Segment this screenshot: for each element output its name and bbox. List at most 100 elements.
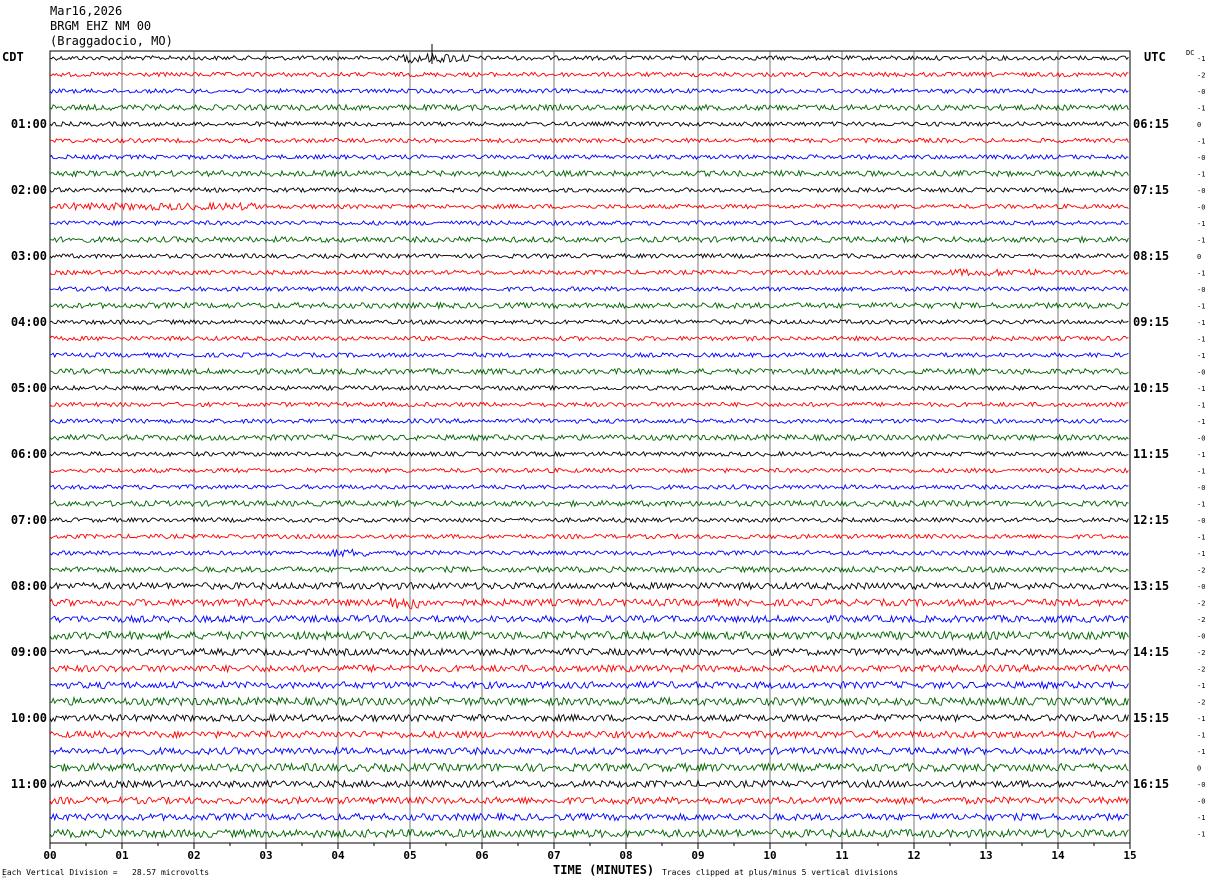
seismic-trace: [49, 71, 1129, 78]
dc-offset-label: -0: [1197, 204, 1205, 212]
dc-offset-label: -1: [1197, 55, 1205, 63]
seismic-trace: [49, 137, 1129, 144]
x-tick-label: 14: [1051, 849, 1065, 862]
seismic-trace: [49, 235, 1129, 244]
right-hour-label: 15:15: [1133, 711, 1169, 725]
x-tick-label: 01: [115, 849, 129, 862]
x-tick-label: 09: [691, 849, 704, 862]
right-hour-label: 07:15: [1133, 183, 1169, 197]
dc-offset-label: -2: [1197, 699, 1205, 707]
seismic-trace: [49, 417, 1129, 425]
dc-offset-label: -0: [1197, 583, 1205, 591]
seismic-trace: [49, 153, 1129, 161]
x-tick-label: 00: [43, 849, 56, 862]
dc-offset-label: -1: [1197, 138, 1205, 146]
dc-offset-label: 0: [1197, 121, 1201, 129]
dc-offset-label: -1: [1197, 814, 1205, 822]
left-hour-label: 03:00: [11, 249, 47, 263]
clip-note: Traces clipped at plus/minus 5 vertical …: [662, 868, 899, 877]
header-location: (Braggadocio, MO): [50, 34, 173, 48]
x-tick-label: 13: [979, 849, 992, 862]
left-hour-label: 01:00: [11, 117, 47, 131]
seismic-trace: [49, 533, 1129, 540]
x-tick-label: 03: [259, 849, 272, 862]
right-hour-label: 13:15: [1133, 579, 1169, 593]
dc-offset-label: -1: [1197, 748, 1205, 756]
dc-offset-label: -1: [1197, 319, 1205, 327]
left-hour-label: 07:00: [11, 513, 47, 527]
seismic-trace: [49, 811, 1129, 822]
dc-offset-label: 0: [1197, 253, 1201, 261]
dc-offset-label: -1: [1197, 831, 1205, 839]
seismic-trace: [49, 663, 1129, 674]
right-hour-label: 09:15: [1133, 315, 1169, 329]
left-hour-label: 10:00: [11, 711, 47, 725]
left-hour-label: 08:00: [11, 579, 47, 593]
seismic-trace: [49, 301, 1129, 310]
dc-offset-label: -0: [1197, 781, 1205, 789]
dc-offset-label: -0: [1197, 798, 1205, 806]
seismic-trace: [49, 713, 1129, 723]
header-date: Mar16,2026: [50, 4, 123, 18]
x-tick-label: 10: [763, 849, 776, 862]
left-hour-label: 06:00: [11, 447, 47, 461]
seismic-trace: [49, 268, 1129, 278]
dc-offset-label: -0: [1197, 435, 1205, 443]
seismic-trace: [49, 647, 1129, 657]
right-timezone-label: UTC: [1144, 50, 1166, 64]
seismic-trace: [49, 795, 1129, 806]
dc-offset-label: -1: [1197, 270, 1205, 278]
seismic-trace: [49, 169, 1129, 178]
seismic-trace: [49, 828, 1129, 839]
right-hour-label: 10:15: [1133, 381, 1169, 395]
dc-offset-label: -1: [1197, 550, 1205, 558]
left-hour-label: 05:00: [11, 381, 47, 395]
seismic-trace: [49, 120, 1129, 128]
seismic-trace: [49, 483, 1129, 491]
dc-offset-label: -1: [1197, 303, 1205, 311]
seismic-trace: [49, 335, 1129, 342]
seismic-trace: [49, 745, 1129, 757]
seismic-trace: [49, 201, 1129, 212]
right-hour-label: 08:15: [1133, 249, 1169, 263]
x-tick-label: 11: [835, 849, 849, 862]
seismic-trace: [49, 252, 1129, 260]
seismic-trace: [49, 614, 1129, 624]
dc-offset-label: -1: [1197, 468, 1205, 476]
x-tick-label: 07: [547, 849, 560, 862]
dc-offset-label: 0: [1197, 765, 1201, 773]
left-hour-label: 04:00: [11, 315, 47, 329]
right-hour-label: 16:15: [1133, 777, 1169, 791]
seismic-trace: [49, 729, 1129, 740]
seismic-trace: [49, 499, 1129, 508]
seismic-trace: [49, 186, 1129, 194]
seismic-trace: [49, 367, 1129, 376]
x-tick-label: 04: [331, 849, 345, 862]
seismic-trace: [49, 695, 1129, 707]
dc-offset-label: -0: [1197, 633, 1205, 641]
dc-offset-label: -1: [1197, 402, 1205, 410]
x-tick-label: 12: [907, 849, 920, 862]
left-timezone-label: CDT: [2, 50, 24, 64]
seismic-trace: [49, 565, 1129, 574]
dc-offset-label: -1: [1197, 451, 1205, 459]
seismic-trace: [49, 581, 1129, 591]
seismic-trace: [49, 351, 1129, 359]
x-tick-label: 06: [475, 849, 489, 862]
x-tick-label: 05: [403, 849, 416, 862]
seismic-trace: [49, 401, 1129, 408]
corner-mark: ∴: [2, 872, 6, 880]
left-hour-label: 11:00: [11, 777, 47, 791]
dc-offset-label: -2: [1197, 666, 1205, 674]
dc-offset-label: -0: [1197, 154, 1205, 162]
right-hour-label: 11:15: [1133, 447, 1169, 461]
seismic-trace: [49, 285, 1129, 293]
plot-frame: [49, 50, 1131, 844]
seismic-trace: [49, 597, 1129, 610]
seismic-trace: [49, 318, 1129, 326]
dc-offset-label: -1: [1197, 715, 1205, 723]
dc-offset-label: -2: [1197, 72, 1205, 80]
dc-offset-label: -2: [1197, 649, 1205, 657]
seismic-trace: [49, 219, 1129, 227]
